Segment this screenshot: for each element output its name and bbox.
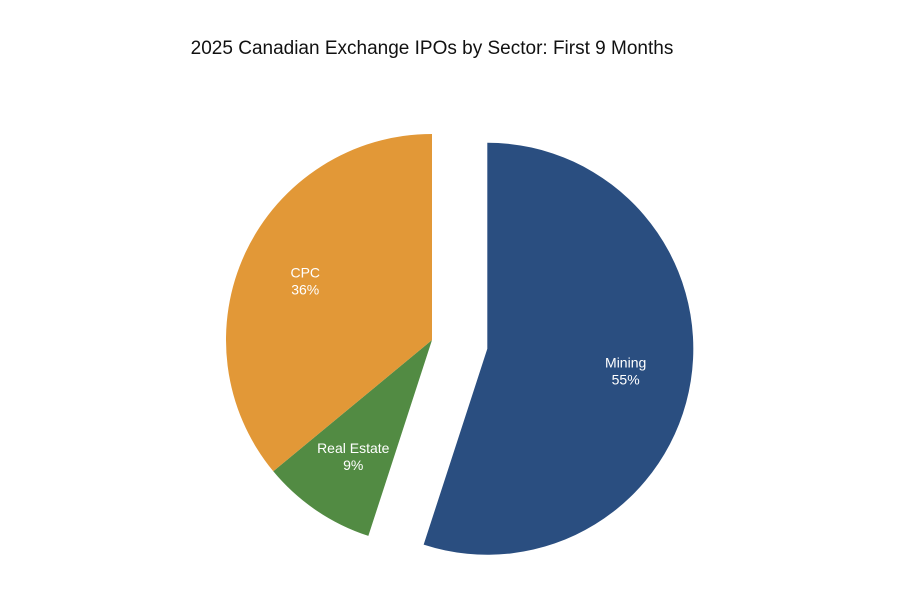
slice-label-percent: 36% <box>291 281 319 297</box>
slice-label-percent: 9% <box>343 457 363 473</box>
slice-label-real-estate: Real Estate 9% <box>317 440 390 473</box>
slice-label-mining: Mining 55% <box>605 355 646 388</box>
slice-label-cpc: CPC 36% <box>290 264 320 297</box>
slice-label-name: CPC <box>290 264 320 280</box>
slice-label-name: Real Estate <box>317 440 390 456</box>
slice-label-percent: 55% <box>612 372 640 388</box>
slice-label-name: Mining <box>605 355 646 371</box>
chart-title: 2025 Canadian Exchange IPOs by Sector: F… <box>190 38 674 59</box>
pie-slice-real-estate <box>273 340 432 536</box>
pie-slice-cpc <box>225 134 432 472</box>
pie-slice-mining <box>423 142 694 555</box>
